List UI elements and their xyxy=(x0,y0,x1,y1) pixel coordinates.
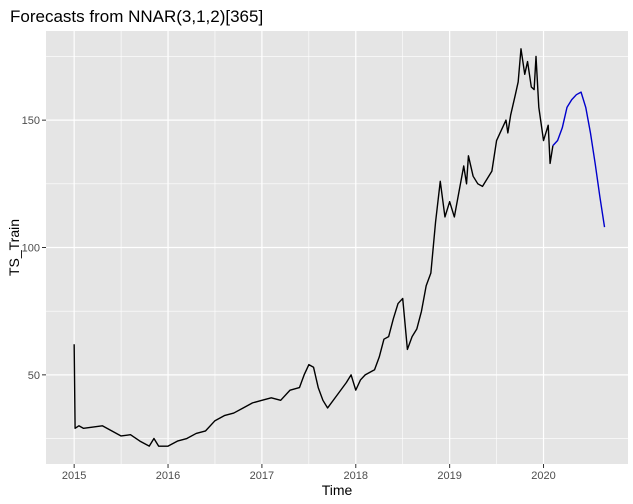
y-tick-label: 150 xyxy=(22,115,40,127)
x-axis-title: Time xyxy=(322,482,353,498)
x-tick-label: 2019 xyxy=(437,470,461,482)
x-tick-label: 2020 xyxy=(531,470,555,482)
y-axis: 50 100 150 xyxy=(22,115,46,382)
observed-series-line xyxy=(73,48,554,447)
forecast-series-line xyxy=(552,91,606,228)
chart-title: Forecasts from NNAR(3,1,2)[365] xyxy=(10,7,263,26)
x-tick-label: 2016 xyxy=(156,470,180,482)
y-tick-label: 100 xyxy=(22,243,40,255)
x-tick-label: 2018 xyxy=(344,470,368,482)
series-layer xyxy=(73,48,606,447)
x-axis: 2015 2016 2017 2018 2019 2020 xyxy=(62,464,556,482)
x-tick-label: 2015 xyxy=(62,470,86,482)
y-axis-title: TS_Train xyxy=(6,219,22,276)
y-tick-label: 50 xyxy=(28,370,40,382)
x-tick-label: 2017 xyxy=(250,470,274,482)
